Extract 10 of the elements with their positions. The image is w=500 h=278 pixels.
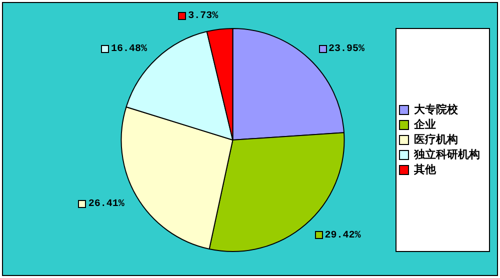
legend-label: 独立科研机构	[413, 148, 480, 161]
legend-label: 大专院校	[414, 102, 459, 116]
legend-label: 医疗机构	[414, 132, 458, 146]
data-label: 29.42%	[324, 230, 361, 242]
data-label: 16.48%	[111, 44, 148, 55]
data-label: 3.73%	[188, 10, 218, 22]
data-label: 23.95%	[328, 44, 365, 55]
legend-label: 其他	[413, 162, 437, 176]
legend-label: 企业	[413, 118, 436, 131]
data-label: 26.41%	[88, 198, 124, 210]
